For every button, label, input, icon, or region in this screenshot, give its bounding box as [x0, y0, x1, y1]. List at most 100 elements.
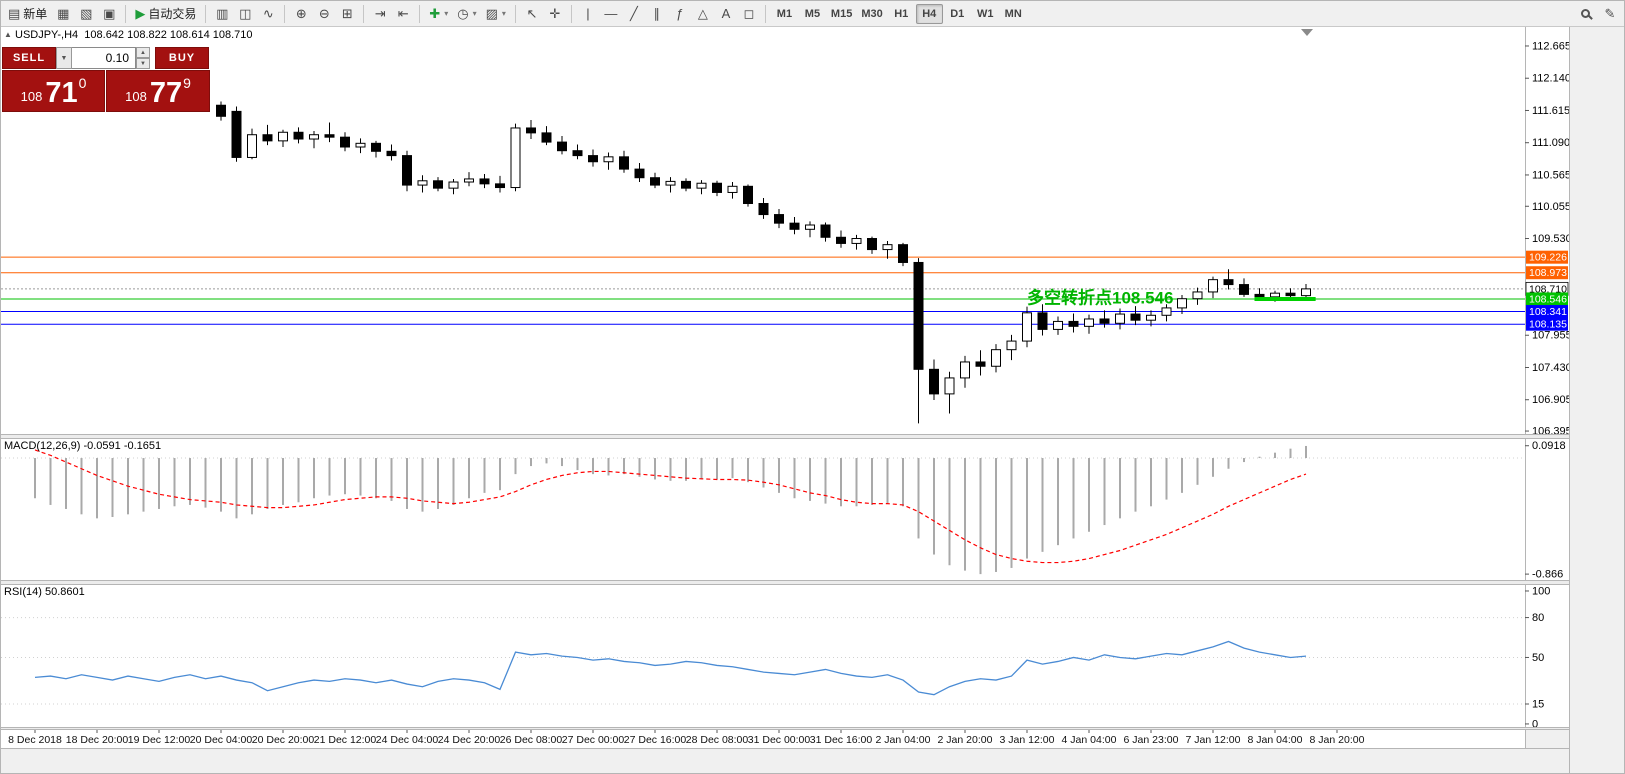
- text-button[interactable]: A: [715, 3, 737, 25]
- shift-chart-end-button[interactable]: ⇥: [369, 3, 391, 25]
- svg-text:106.905: 106.905: [1532, 394, 1569, 406]
- auto-scroll-button[interactable]: ⇤: [392, 3, 414, 25]
- templates-button[interactable]: ▨ ▾: [482, 3, 510, 25]
- vertical-line-button[interactable]: |: [577, 3, 599, 25]
- svg-text:3 Jan 12:00: 3 Jan 12:00: [1000, 734, 1055, 746]
- svg-text:6 Jan 23:00: 6 Jan 23:00: [1124, 734, 1179, 746]
- svg-text:112.140: 112.140: [1532, 73, 1569, 85]
- new-chart-button[interactable]: ✚ ▾: [425, 3, 452, 25]
- timeframe-m5-button[interactable]: M5: [804, 7, 821, 20]
- rsi-indicator-label: RSI(14) 50.8601: [4, 586, 85, 598]
- timeframe-m30-button[interactable]: M30: [861, 7, 883, 20]
- volume-down-button[interactable]: ▼: [136, 58, 150, 69]
- candlestick-chart-button[interactable]: ◫: [234, 3, 256, 25]
- zoom-out-icon: ⊖: [318, 5, 330, 21]
- profiles-button[interactable]: ▧: [75, 3, 97, 25]
- timeframe-m1-button[interactable]: M1: [776, 7, 793, 20]
- buy-price-pips: 77: [149, 77, 183, 109]
- data-window-button[interactable]: ▣: [98, 3, 120, 25]
- cursor-icon: ↖: [526, 5, 538, 21]
- trendline-icon: ╱: [630, 5, 638, 21]
- text-label-icon: ◻: [743, 5, 755, 21]
- fibonacci-icon: ƒ: [676, 6, 684, 21]
- svg-text:20 Dec 04:00: 20 Dec 04:00: [190, 734, 253, 746]
- svg-text:19 Dec 12:00: 19 Dec 12:00: [128, 734, 191, 746]
- svg-text:8 Dec 2018: 8 Dec 2018: [8, 734, 62, 746]
- zoom-out-button[interactable]: ⊖: [313, 3, 335, 25]
- zoom-in-button[interactable]: ⊕: [290, 3, 312, 25]
- new-order-button[interactable]: ▤ 新单: [4, 3, 51, 25]
- sell-button[interactable]: SELL: [2, 47, 56, 69]
- timeframe-h1-button[interactable]: H1: [894, 7, 909, 20]
- volume-stepper: ▲ ▼: [136, 47, 150, 69]
- timeframe-mn-button[interactable]: MN: [1004, 7, 1022, 20]
- line-chart-icon: ∿: [262, 5, 274, 21]
- svg-text:8 Jan 20:00: 8 Jan 20:00: [1310, 734, 1365, 746]
- shapes-button[interactable]: △: [692, 3, 714, 25]
- pane-separator[interactable]: [1, 727, 1569, 730]
- svg-text:100: 100: [1532, 585, 1550, 597]
- svg-text:2 Jan 04:00: 2 Jan 04:00: [876, 734, 931, 746]
- volume-dropdown-button[interactable]: ▼: [56, 47, 72, 69]
- svg-text:24 Dec 04:00: 24 Dec 04:00: [376, 734, 439, 746]
- svg-text:27 Dec 16:00: 27 Dec 16:00: [624, 734, 687, 746]
- equidistant-channel-icon: ∥: [653, 5, 661, 21]
- shapes-icon: △: [697, 5, 708, 21]
- buy-price-display[interactable]: 108 77 9: [106, 70, 210, 112]
- toolbar-separator: [284, 4, 286, 23]
- horizontal-line-button[interactable]: —: [600, 3, 622, 25]
- tile-windows-button[interactable]: ⊞: [336, 3, 358, 25]
- timeframe-h4-button[interactable]: H4: [915, 3, 943, 24]
- auto-trading-button[interactable]: ▶ 自动交易: [131, 3, 200, 25]
- charts-button[interactable]: ▦: [52, 3, 74, 25]
- horizontal-line-icon: —: [604, 6, 618, 21]
- bar-chart-icon: ▥: [216, 5, 229, 21]
- trendline-button[interactable]: ╱: [623, 3, 645, 25]
- sell-price-display[interactable]: 108 71 0: [2, 70, 105, 112]
- text-label-button[interactable]: ◻: [738, 3, 760, 25]
- bar-chart-button[interactable]: ▥: [211, 3, 233, 25]
- toolbar-separator: [419, 4, 421, 23]
- svg-text:111.615: 111.615: [1532, 105, 1569, 117]
- volume-up-button[interactable]: ▲: [136, 47, 150, 58]
- svg-text:111.090: 111.090: [1532, 137, 1569, 149]
- templates-icon: ▨: [485, 5, 498, 21]
- svg-text:15: 15: [1532, 698, 1544, 710]
- pane-separator[interactable]: [1, 580, 1569, 585]
- new-order-icon: ▤: [8, 5, 21, 21]
- svg-text:108.341: 108.341: [1529, 306, 1567, 318]
- sell-price-point: 0: [78, 75, 87, 91]
- timeframe-w1-button[interactable]: W1: [976, 7, 994, 20]
- new-order-label: 新单: [23, 7, 48, 21]
- zoom-search-icon: [1581, 9, 1590, 18]
- periods-icon: ◷: [457, 5, 469, 21]
- periods-button[interactable]: ◷ ▾: [453, 3, 480, 25]
- trade-panel-collapse-icon[interactable]: ▲: [4, 30, 12, 39]
- data-window-icon: ▣: [103, 5, 116, 21]
- fibonacci-button[interactable]: ƒ: [669, 3, 691, 25]
- timeframe-d1-button[interactable]: D1: [950, 7, 965, 20]
- cursor-button[interactable]: ↖: [521, 3, 543, 25]
- edit-button[interactable]: ✎: [1599, 3, 1621, 25]
- svg-text:31 Dec 16:00: 31 Dec 16:00: [810, 734, 873, 746]
- volume-input[interactable]: [72, 47, 136, 69]
- svg-text:28 Dec 08:00: 28 Dec 08:00: [686, 734, 749, 746]
- chevron-down-icon: ▾: [501, 9, 506, 18]
- timeframe-m15-button[interactable]: M15: [830, 7, 853, 20]
- chart-window: 112.665 112.140 111.615 111.090 110.565 110.0…: [1, 27, 1624, 774]
- toolbar-separator: [514, 4, 516, 23]
- pane-separator[interactable]: [1, 434, 1569, 439]
- chart-canvas[interactable]: 112.665 112.140 111.615 111.090 110.565 110.0…: [1, 27, 1569, 774]
- zoom-search-button[interactable]: [1576, 3, 1598, 25]
- svg-text:80: 80: [1532, 612, 1544, 624]
- crosshair-button[interactable]: ✛: [544, 3, 566, 25]
- equidistant-channel-button[interactable]: ∥: [646, 3, 668, 25]
- toolbar-separator: [363, 4, 365, 23]
- buy-button[interactable]: BUY: [155, 47, 209, 69]
- svg-text:107.955: 107.955: [1532, 330, 1569, 342]
- svg-text:109.530: 109.530: [1532, 233, 1569, 245]
- svg-text:21 Dec 12:00: 21 Dec 12:00: [314, 734, 377, 746]
- toolbar-separator: [764, 4, 766, 23]
- line-chart-button[interactable]: ∿: [257, 3, 279, 25]
